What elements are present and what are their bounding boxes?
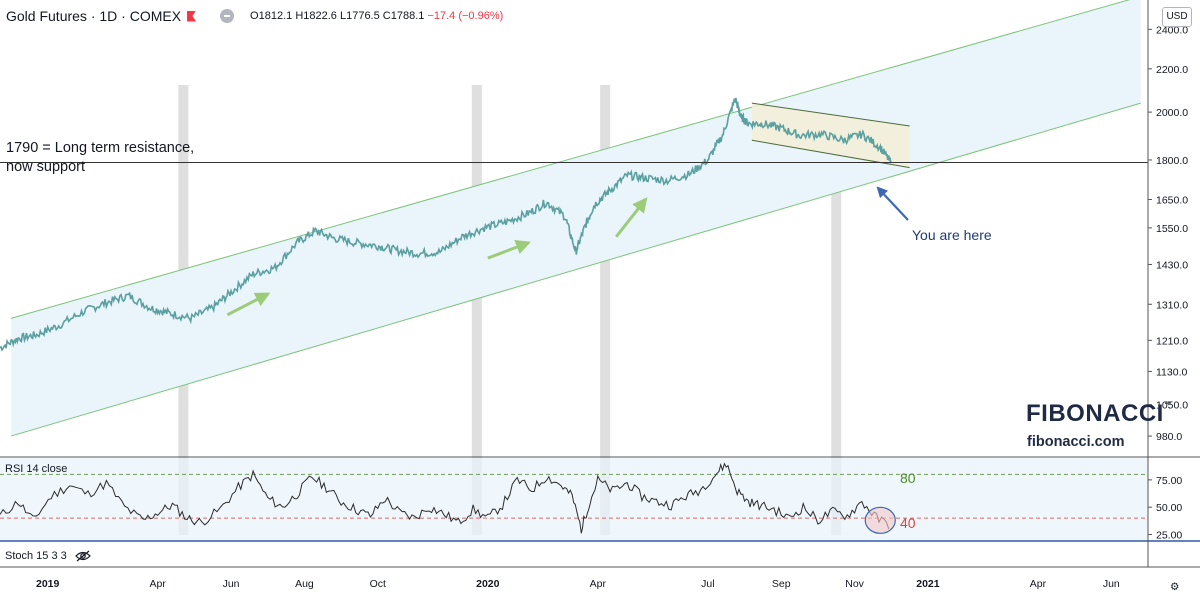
stoch-title-row[interactable]: Stoch 15 3 3	[5, 550, 91, 562]
channel-upper-line	[10, 0, 1131, 319]
x-tick-label-9: Nov	[845, 578, 864, 590]
minus-circle-icon[interactable]	[220, 9, 235, 23]
rsi-y-tick-label-0: 75.00	[1156, 475, 1182, 487]
green-trend-arrow-0	[226, 292, 271, 317]
rsi-oversold-circle	[864, 506, 896, 534]
y-tick-label-9: 1130.0	[1156, 366, 1187, 378]
logo-tm: ™	[1163, 400, 1173, 409]
rsi-level-80-label: 80	[900, 470, 916, 486]
rsi-band-fill	[0, 458, 1148, 540]
high-value: H1822.6	[295, 10, 337, 22]
eye-hidden-icon[interactable]	[74, 550, 91, 562]
y-tick-label-11: 980.0	[1156, 431, 1182, 443]
y-tick-label-6: 1430.0	[1156, 259, 1188, 271]
y-tick-label-0: 2400.0	[1156, 24, 1188, 36]
x-tick-label-0: 2019	[36, 578, 60, 590]
y-tick-label-10: 1050.0	[1156, 400, 1188, 412]
rsi-title[interactable]: RSI 14 close	[5, 463, 68, 475]
y-tick-label-2: 2000.0	[1156, 107, 1188, 119]
band-3	[831, 85, 842, 535]
channel-lower-line	[10, 102, 1141, 437]
change-value: −17.4 (−0.96%)	[427, 10, 504, 22]
trend-arrows	[226, 186, 909, 317]
rsi-level-40-label: 40	[900, 515, 916, 531]
flag-bottom-line	[751, 139, 910, 169]
symbol-title[interactable]: Gold Futures · 1D · COMEX	[6, 8, 182, 24]
x-tick-label-6: Apr	[590, 578, 607, 590]
x-tick-label-8: Sep	[772, 578, 791, 590]
low-value: L1776.5	[339, 10, 380, 22]
flag-fill	[751, 103, 910, 168]
price-line	[0, 97, 893, 352]
y-tick-label-1: 2200.0	[1156, 64, 1188, 76]
rsi-y-tick-label-2: 25.00	[1156, 530, 1182, 542]
open-value: O1812.1	[250, 10, 293, 22]
x-tick-label-11: Apr	[1030, 578, 1047, 590]
channel-fill	[11, 0, 1141, 437]
you-are-here-arrow	[876, 186, 909, 221]
price-series	[0, 97, 893, 352]
stoch-title: Stoch 15 3 3	[5, 550, 67, 562]
x-tick-label-3: Aug	[295, 578, 314, 590]
flag-top-line	[751, 102, 910, 127]
x-tick-label-7: Jul	[701, 578, 714, 590]
y-tick-label-8: 1210.0	[1156, 335, 1188, 347]
y-tick-label-5: 1550.0	[1156, 223, 1188, 235]
close-value: C1788.1	[382, 10, 425, 22]
y-tick-label-4: 1650.0	[1156, 194, 1188, 206]
price-channel	[10, 0, 1141, 437]
x-tick-label-4: Oct	[370, 578, 386, 590]
chart-header: Gold Futures · 1D · COMEX O1812.1 H1822.…	[6, 8, 503, 24]
rsi-pane	[0, 458, 1148, 540]
y-tick-label-7: 1310.0	[1156, 299, 1188, 311]
rsi-y-tick-label-1: 50.00	[1156, 502, 1182, 514]
bull-flag	[751, 102, 910, 169]
rsi-line	[0, 462, 890, 534]
y-tick-label-3: 1800.0	[1156, 155, 1188, 167]
support-note: 1790 = Long term resistance, now support	[6, 140, 195, 175]
fibonacci-url: fibonacci.com	[1027, 434, 1125, 450]
flag-icon[interactable]	[187, 10, 197, 22]
green-trend-arrow-2	[615, 197, 648, 238]
x-tick-label-1: Apr	[150, 578, 167, 590]
ohlc-readout: O1812.1 H1822.6 L1776.5 C1788.1 −17.4 (−…	[250, 10, 503, 22]
x-tick-label-2: Jun	[223, 578, 240, 590]
currency-badge[interactable]: USD	[1162, 7, 1192, 27]
you-are-here-label: You are here	[912, 227, 992, 243]
x-tick-label-12: Jun	[1103, 578, 1120, 590]
x-tick-label-10: 2021	[916, 578, 940, 590]
band-1	[471, 85, 482, 535]
logo-text: FIBONACCI	[1026, 400, 1164, 427]
green-trend-arrow-1	[487, 240, 531, 260]
x-tick-label-5: 2020	[476, 578, 500, 590]
gear-icon: ⚙	[1170, 581, 1179, 593]
fibonacci-logo: FIBONACCI™	[1026, 400, 1172, 428]
band-2	[600, 85, 611, 535]
